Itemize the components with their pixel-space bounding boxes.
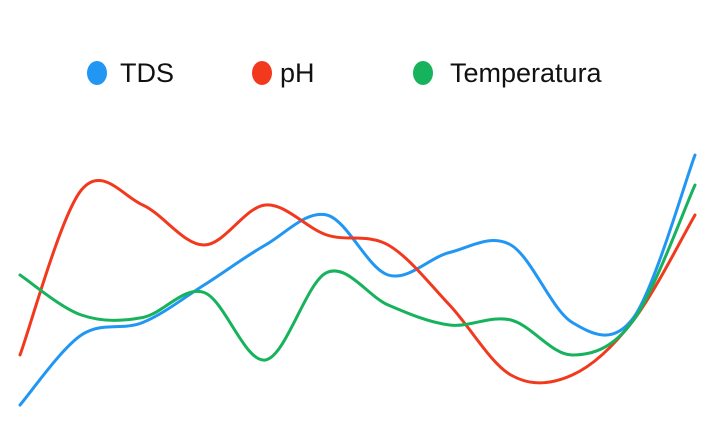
legend-label: pH — [280, 58, 315, 88]
legend-label: TDS — [120, 58, 174, 88]
line-series — [18, 183, 697, 362]
legend-label: Temperatura — [450, 58, 603, 88]
legend-marker — [252, 61, 272, 85]
line-series — [18, 178, 697, 385]
legend-marker — [413, 61, 433, 85]
line-series — [18, 153, 697, 407]
legend-marker — [87, 61, 107, 85]
